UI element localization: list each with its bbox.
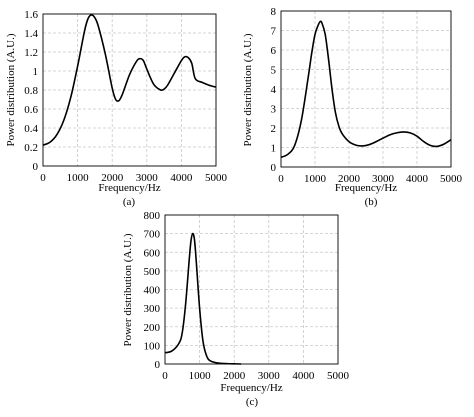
chart-3-x-tick-label: 0 [162,370,168,382]
chart-2-x-tick-label: 3000 [372,173,395,185]
chart-3-x-axis-label: Frequency/Hz [220,382,282,394]
chart-2-y-tick-label: 3 [271,104,277,116]
chart-3-y-tick-label: 300 [144,303,161,315]
chart-2-x-tick-label: 2000 [338,173,361,185]
chart-2-y-tick-label: 8 [271,6,277,18]
chart-1-frame [42,13,217,167]
chart-1-y-tick-label: 0.2 [24,142,38,154]
chart-2-y-tick-label: 5 [271,65,277,77]
chart-2-x-tick-label: 5000 [440,173,463,185]
chart-3-x-tick-label: 1000 [189,370,212,382]
chart-1-x-tick-label: 3000 [136,172,159,184]
chart-3-y-tick-label: 800 [144,210,161,222]
chart-3-y-tick-label: 600 [144,247,161,259]
chart-1-series-line [42,14,217,146]
chart-3-y-tick-label: 0 [155,359,161,371]
chart-2-y-tick-label: 4 [271,84,277,96]
chart-1-y-tick-label: 1 [33,66,39,78]
chart-1-x-tick-label: 2000 [101,172,124,184]
chart-1-x-tick-label: 1000 [67,172,90,184]
chart-3-x-tick-label: 5000 [327,370,350,382]
chart-1-y-axis-label: Power distribution (A.U.) [5,33,17,146]
chart-3-y-tick-label: 700 [144,229,161,241]
chart-2-y-tick-label: 7 [271,26,277,38]
chart-1-y-tick-label: 0.6 [24,104,38,116]
chart-3-frame [164,214,339,365]
chart-3-y-axis-label: Power distribution (A.U.) [122,233,134,346]
chart-2-y-tick-label: 6 [271,45,277,57]
chart-1-x-axis-label: Frequency/Hz [98,182,160,194]
chart-3-series-line [164,232,242,365]
chart-1-y-tick-label: 1.4 [24,28,38,40]
chart-2-y-tick-label: 2 [271,123,277,135]
chart-2-frame [280,10,452,168]
chart-3-y-tick-label: 200 [144,322,161,334]
chart-3-x-tick-label: 4000 [292,370,315,382]
chart-2-x-tick-label: 0 [278,173,284,185]
chart-3-y-tick-label: 100 [144,340,161,352]
chart-3-panel-label: (c) [246,396,259,408]
chart-1-x-tick-label: 0 [40,172,46,184]
chart-2-x-axis-label: Frequency/Hz [335,182,397,194]
chart-1-y-tick-label: 1.2 [24,47,38,59]
chart-2-y-axis-label: Power distribution (A.U.) [242,33,254,146]
chart-3-y-tick-label: 400 [144,285,161,297]
chart-1-panel-label: (a) [123,196,136,208]
chart-3-x-tick-label: 3000 [258,370,281,382]
chart-2-panel-label: (b) [365,196,378,208]
chart-3-x-tick-label: 2000 [223,370,246,382]
chart-2-y-tick-label: 0 [271,162,277,174]
chart-1-x-tick-label: 5000 [205,172,228,184]
chart-2-series-line [280,20,452,159]
chart-2-x-tick-label: 1000 [304,173,327,185]
chart-1-x-tick-label: 4000 [170,172,193,184]
chart-2-x-tick-label: 4000 [406,173,429,185]
chart-1-y-tick-label: 0.8 [24,85,38,97]
chart-3-y-tick-label: 500 [144,266,161,278]
chart-2-y-tick-label: 1 [271,143,277,155]
chart-1-y-tick-label: 0 [33,161,39,173]
chart-1-y-tick-label: 1.6 [24,9,38,21]
chart-1-y-tick-label: 0.4 [24,123,38,135]
